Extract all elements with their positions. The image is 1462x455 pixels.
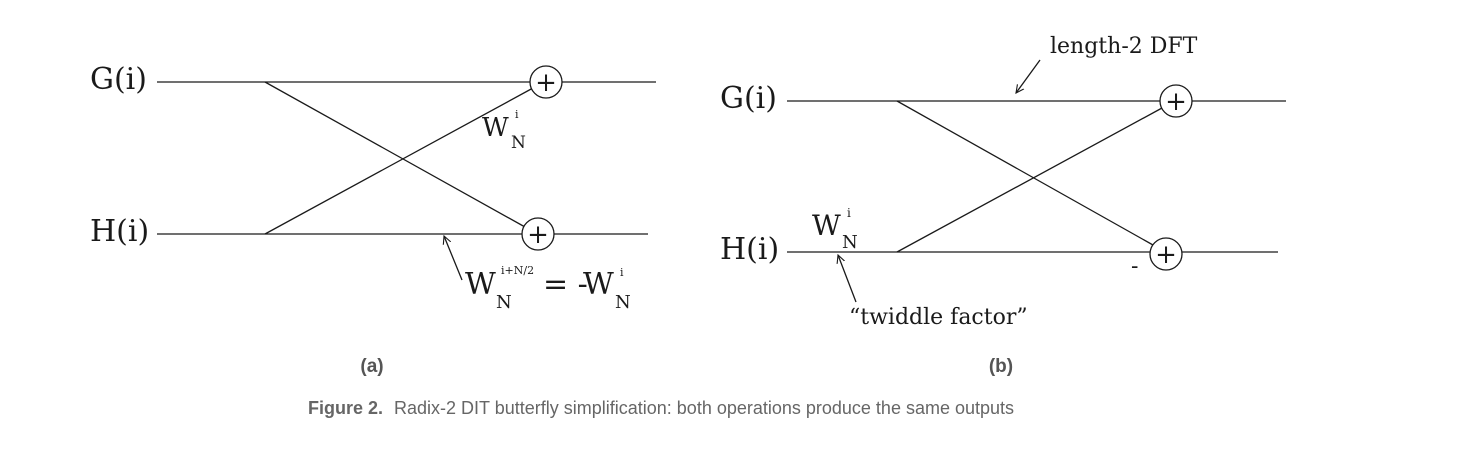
panel-b-top-adder: + bbox=[1159, 84, 1193, 118]
twiddle-sub: N bbox=[842, 232, 858, 253]
panel-a-input-h: H(i) bbox=[90, 214, 149, 249]
annotation-equals: = - bbox=[543, 267, 588, 302]
adder-plus-icon: + bbox=[527, 220, 549, 250]
panel-b-minus-sign: - bbox=[1131, 254, 1138, 279]
panel-a-annotation: W i+N/2 N = - W i N bbox=[465, 264, 631, 313]
figure-caption: Figure 2. Radix-2 DIT butterfly simplifi… bbox=[308, 398, 1014, 418]
panel-b-dft-arrow bbox=[1016, 59, 1041, 93]
twiddle-sub: N bbox=[511, 133, 526, 153]
twiddle-base: W bbox=[812, 209, 841, 242]
panel-a-bottom-adder: + bbox=[521, 217, 555, 251]
panel-b-label: (b) bbox=[989, 356, 1013, 377]
annotation-lhs-base: W bbox=[465, 267, 496, 302]
twiddle-sup: i bbox=[847, 206, 851, 220]
panel-b-input-h: H(i) bbox=[720, 232, 779, 267]
panel-a-twiddle-top: W i N bbox=[482, 108, 526, 153]
panel-a-cross-down bbox=[264, 81, 526, 228]
caption-text: Radix-2 DIT butterfly simplification: bo… bbox=[394, 398, 1014, 418]
annotation-rhs-sup: i bbox=[620, 266, 624, 279]
panel-b-cross-up bbox=[896, 107, 1163, 253]
panel-b-cross-down bbox=[896, 100, 1154, 246]
panel-b-twiddle-label: “twiddle factor” bbox=[849, 305, 1028, 330]
panel-b-dft-label: length-2 DFT bbox=[1050, 34, 1198, 59]
panel-a-cross-up bbox=[264, 87, 534, 235]
panel-b-twiddle: W i N bbox=[812, 206, 858, 253]
panel-a-top-adder: + bbox=[529, 65, 563, 99]
adder-plus-icon: + bbox=[1155, 240, 1177, 270]
panel-a-label: (a) bbox=[360, 356, 383, 377]
adder-plus-icon: + bbox=[1165, 87, 1187, 117]
panel-b-input-g: G(i) bbox=[720, 81, 777, 116]
panel-a: G(i) H(i) + + W i N W i+N/2 N = - W i bbox=[90, 62, 656, 377]
annotation-rhs-base: W bbox=[583, 267, 614, 302]
panel-a-input-g: G(i) bbox=[90, 62, 147, 97]
annotation-lhs-sub: N bbox=[496, 292, 512, 313]
twiddle-base: W bbox=[482, 113, 509, 143]
panel-b: G(i) H(i) + + - W i N length-2 DFT “twid… bbox=[720, 34, 1286, 377]
annotation-rhs-sub: N bbox=[615, 292, 631, 313]
panel-b-bottom-adder: + bbox=[1149, 237, 1183, 271]
panel-a-annotation-arrow bbox=[444, 236, 463, 281]
twiddle-sup: i bbox=[515, 108, 519, 121]
panel-b-twiddle-arrow bbox=[838, 255, 857, 303]
annotation-lhs-sup: i+N/2 bbox=[501, 264, 534, 277]
caption-prefix: Figure 2. bbox=[308, 398, 383, 418]
adder-plus-icon: + bbox=[535, 68, 557, 98]
